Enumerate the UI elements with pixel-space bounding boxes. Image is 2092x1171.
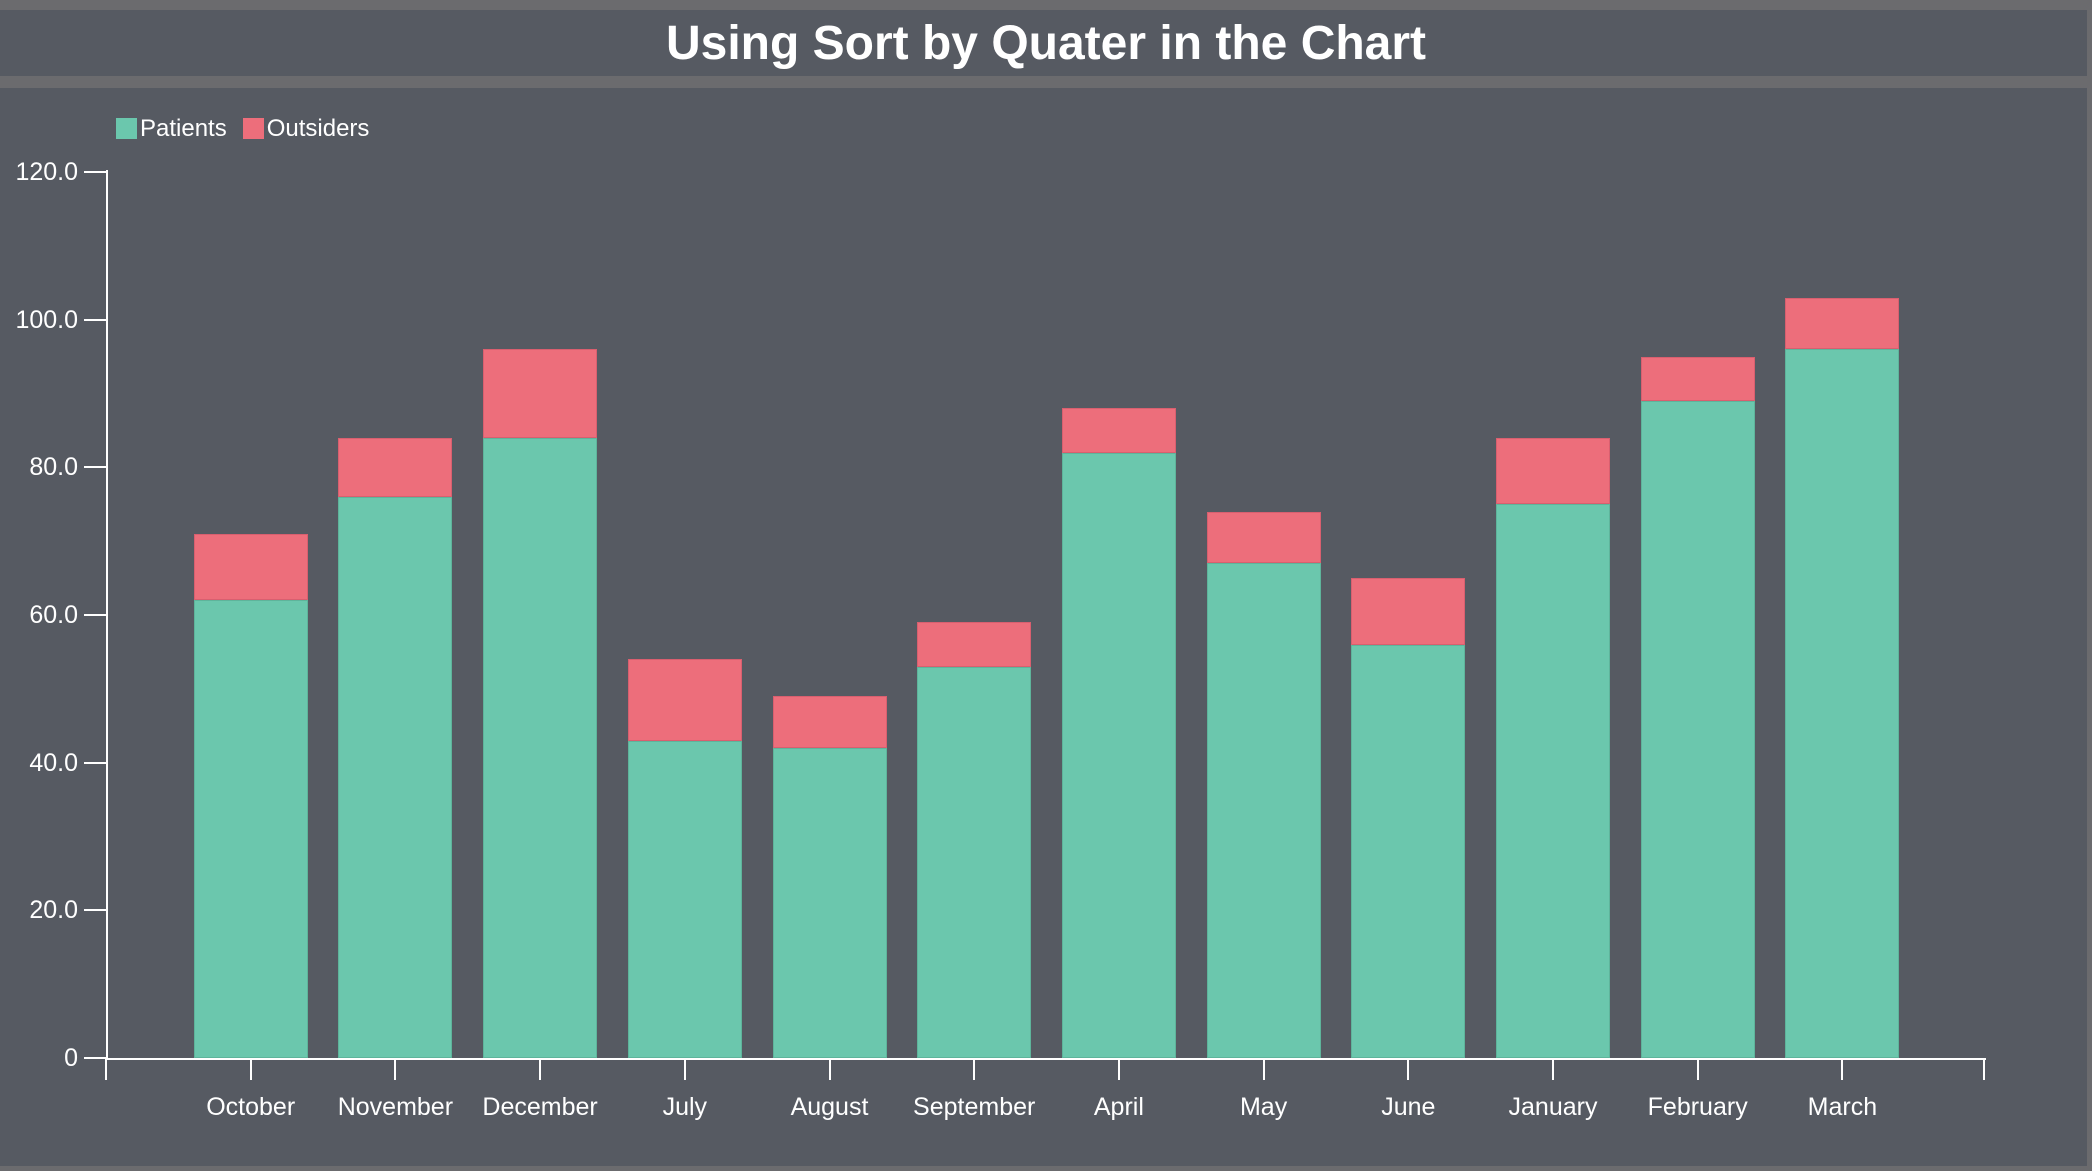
frame-strip-under-title [0, 76, 2092, 88]
x-tickmark [1696, 1058, 1699, 1080]
x-tick-label-september: September [913, 1093, 1036, 1121]
title-band: Using Sort by Quater in the Chart [0, 10, 2092, 76]
y-tickmark [84, 171, 106, 173]
legend: Patients Outsiders [116, 112, 385, 144]
frame-strip-right [2087, 0, 2092, 1171]
y-tickmark [84, 1057, 106, 1059]
x-tick-label-january: January [1508, 1093, 1598, 1121]
x-tickmark [105, 1058, 107, 1080]
frame-strip-top [0, 0, 2092, 10]
bar-segment-outsiders-july[interactable] [627, 659, 742, 741]
x-tickmark [828, 1058, 831, 1080]
x-axis-line [106, 1058, 1986, 1060]
bar-segment-patients-july[interactable] [627, 740, 742, 1058]
bar-segment-outsiders-june[interactable] [1351, 578, 1466, 645]
bar-segment-outsiders-april[interactable] [1061, 408, 1176, 453]
x-tick-label-july: July [662, 1093, 708, 1121]
x-tickmark [1262, 1058, 1265, 1080]
bar-segment-outsiders-november[interactable] [338, 437, 453, 497]
bar-segment-patients-december[interactable] [483, 437, 598, 1058]
bar-segment-patients-may[interactable] [1206, 563, 1321, 1058]
bar-segment-outsiders-september[interactable] [917, 622, 1032, 667]
x-tick-label-may: May [1239, 1093, 1288, 1121]
bar-segment-patients-march[interactable] [1785, 349, 1900, 1058]
frame-strip-bottom [0, 1166, 2092, 1171]
legend-label-outsiders[interactable]: Outsiders [266, 114, 370, 142]
bar-segment-outsiders-october[interactable] [193, 533, 308, 601]
x-tickmark [249, 1058, 252, 1080]
x-tick-label-april: April [1093, 1093, 1144, 1121]
bar-segment-patients-october[interactable] [193, 600, 308, 1058]
y-tick-label: 120.0 [15, 158, 78, 186]
x-tick-label-february: February [1647, 1093, 1748, 1121]
bar-segment-patients-january[interactable] [1496, 504, 1610, 1058]
y-tickmark [84, 909, 106, 912]
y-axis-line [106, 170, 108, 1060]
y-tick-label: 60.0 [29, 601, 78, 629]
x-tick-label-november: November [337, 1093, 454, 1121]
x-tickmark [1983, 1058, 1985, 1080]
legend-swatch-patients[interactable] [116, 117, 137, 139]
x-tick-label-august: August [790, 1093, 869, 1121]
bar-segment-patients-february[interactable] [1640, 400, 1755, 1058]
y-tick-label: 0 [64, 1044, 78, 1072]
y-tickmark [84, 614, 106, 616]
bar-segment-outsiders-march[interactable] [1785, 297, 1900, 350]
x-tickmark [394, 1058, 397, 1080]
bar-segment-outsiders-february[interactable] [1640, 356, 1755, 401]
bar-segment-outsiders-august[interactable] [772, 696, 887, 748]
y-tick-label: 40.0 [29, 748, 78, 777]
y-tick-label: 100.0 [15, 305, 78, 334]
x-tickmark [973, 1058, 976, 1080]
x-tickmark [1117, 1058, 1120, 1080]
x-tickmark [683, 1058, 686, 1080]
bar-segment-patients-april[interactable] [1061, 452, 1176, 1058]
x-tick-label-october: October [206, 1093, 296, 1121]
legend-swatch-outsiders[interactable] [242, 117, 264, 139]
y-tick-label: 20.0 [29, 896, 78, 925]
y-tickmark [84, 761, 106, 764]
x-tickmark [1407, 1058, 1410, 1080]
x-tickmark [539, 1058, 542, 1080]
bar-segment-outsiders-december[interactable] [483, 349, 598, 438]
x-tick-label-december: December [482, 1093, 598, 1121]
x-tick-label-march: March [1807, 1093, 1878, 1121]
chart-title: Using Sort by Quater in the Chart [665, 16, 1427, 70]
bar-segment-patients-june[interactable] [1351, 644, 1466, 1058]
bar-segment-patients-september[interactable] [917, 666, 1032, 1058]
y-tickmark [84, 318, 106, 321]
x-tickmark [1841, 1058, 1844, 1080]
bar-segment-patients-november[interactable] [338, 496, 453, 1058]
x-tick-label-june: June [1381, 1093, 1436, 1121]
x-tickmark [1552, 1058, 1554, 1080]
bar-segment-patients-august[interactable] [772, 747, 887, 1058]
y-tick-label: 80.0 [29, 453, 78, 482]
bar-segment-outsiders-may[interactable] [1206, 511, 1321, 564]
legend-label-patients[interactable]: Patients [140, 114, 227, 142]
bar-segment-outsiders-january[interactable] [1496, 437, 1610, 505]
y-tickmark [84, 466, 106, 469]
